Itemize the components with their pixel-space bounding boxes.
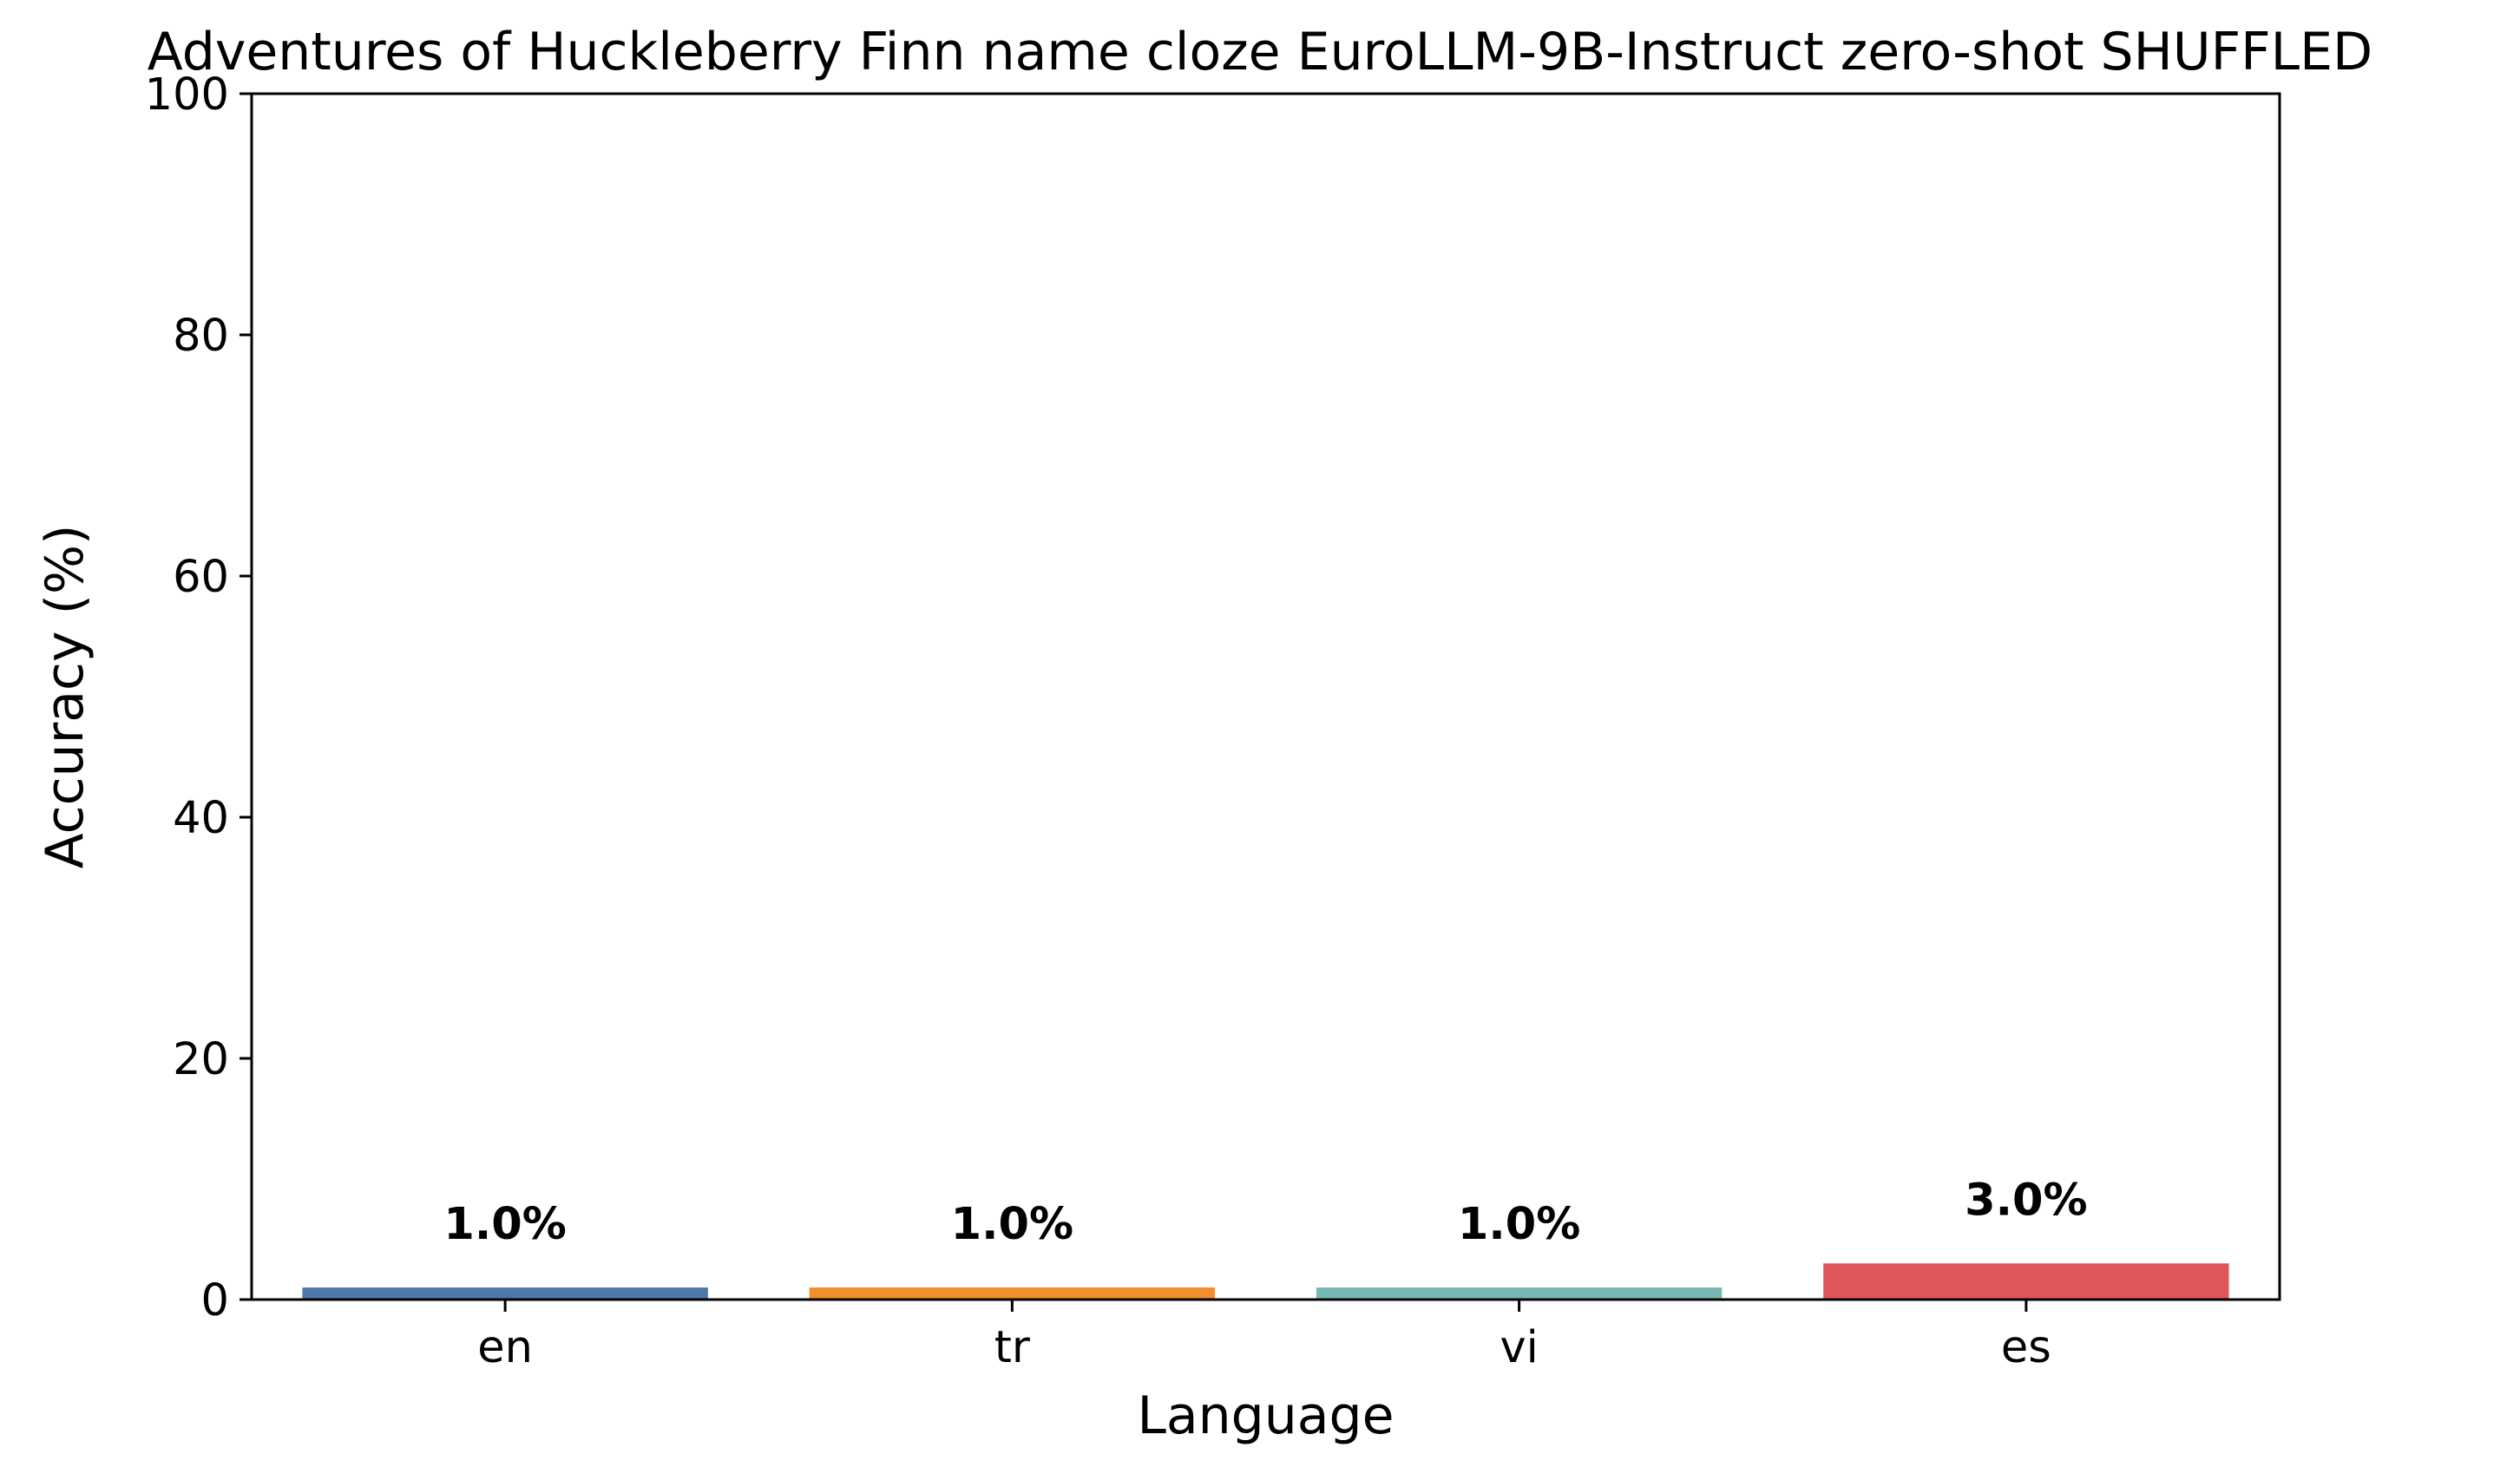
y-tick-label: 60: [173, 552, 229, 603]
y-tick-label: 0: [201, 1275, 229, 1326]
x-tick-label-es: es: [2001, 1322, 2051, 1373]
x-tick-label-en: en: [477, 1322, 533, 1373]
y-axis: 0 20 40 60 80 100: [145, 69, 252, 1326]
bar-en: [302, 1287, 708, 1300]
data-label-vi: 1.0%: [1458, 1199, 1580, 1250]
plot-frame: [250, 92, 2281, 1301]
x-axis-label: Language: [1137, 1385, 1394, 1446]
data-label-es: 3.0%: [1965, 1175, 2087, 1226]
bar-es: [1823, 1263, 2229, 1300]
x-tick-label-tr: tr: [994, 1322, 1030, 1373]
y-tick-label: 40: [173, 793, 229, 844]
data-label-en: 1.0%: [443, 1199, 566, 1250]
bar-tr: [809, 1287, 1216, 1300]
y-tick-label: 20: [173, 1034, 229, 1085]
bar-vi: [1316, 1287, 1723, 1300]
chart-title: Adventures of Huckleberry Finn name cloz…: [148, 22, 2372, 82]
x-tick-label-vi: vi: [1500, 1322, 1538, 1373]
plot-area: 1.0% 1.0% 1.0% 3.0%: [302, 1175, 2229, 1300]
x-axis: en tr vi es: [477, 1300, 2051, 1373]
y-axis-label: Accuracy (%): [35, 525, 95, 869]
y-tick-label: 80: [173, 311, 229, 362]
y-tick-label: 100: [145, 69, 229, 121]
data-label-tr: 1.0%: [951, 1199, 1073, 1250]
